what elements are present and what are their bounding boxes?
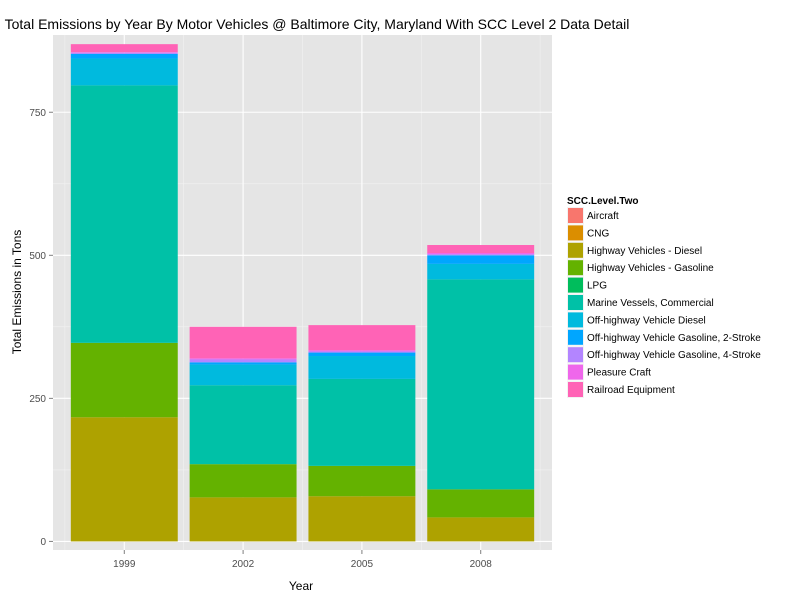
bar-segment [308, 350, 416, 352]
legend-label: Aircraft [587, 211, 619, 222]
bar-segment [308, 351, 416, 353]
legend-key [568, 347, 583, 363]
legend: SCC.Level.Two Aircraft CNG Highway Vehicle… [567, 196, 761, 398]
bar-segment [308, 352, 416, 357]
bar-segment [189, 364, 297, 386]
bar-segment [427, 489, 535, 518]
y-axis-title: Total Emissions in Tons [10, 230, 24, 355]
bar-segment [70, 417, 178, 542]
legend-label: Marine Vessels, Commercial [587, 298, 714, 309]
bar-segment [308, 378, 416, 466]
legend-label: Off-highway Vehicle Gasoline, 2-Stroke [587, 333, 761, 344]
bar-segment [427, 255, 535, 264]
bar-segment [70, 58, 178, 86]
bar-segment [189, 362, 297, 365]
bar-segment [70, 342, 178, 418]
legend-label: Pleasure Craft [587, 368, 651, 379]
bar-segment [427, 253, 535, 255]
bar-segment [427, 517, 535, 542]
y-tick-label: 750 [29, 108, 46, 119]
legend-key [568, 225, 583, 241]
bar-segment [427, 263, 535, 280]
bar-segment [308, 325, 416, 351]
legend-title: SCC.Level.Two [567, 196, 639, 207]
legend-label: Railroad Equipment [587, 385, 675, 396]
bar-segment [189, 326, 297, 359]
legend-label: LPG [587, 281, 607, 292]
legend-label: Highway Vehicles - Gasoline [587, 263, 714, 274]
legend-label: CNG [587, 228, 609, 239]
legend-key [568, 312, 583, 328]
bar-segment [70, 52, 178, 53]
bar-segment [70, 53, 178, 59]
bar-segment [427, 254, 535, 256]
bar-segment [308, 465, 416, 497]
legend-key [568, 382, 583, 397]
legend-label: Off-highway Vehicle Diesel [587, 315, 706, 326]
legend-key [568, 277, 583, 293]
x-tick-label: 2008 [470, 559, 493, 570]
bar-layer [70, 44, 535, 542]
y-tick-label: 500 [29, 251, 46, 262]
legend-key [568, 208, 583, 223]
legend-key [568, 242, 583, 258]
bar-segment [308, 496, 416, 542]
bar-segment [70, 52, 178, 54]
legend-label: Off-highway Vehicle Gasoline, 4-Stroke [587, 350, 761, 361]
bar-segment [189, 385, 297, 465]
x-axis-title: Year [289, 579, 313, 593]
legend-key [568, 260, 583, 276]
bar-segment [189, 497, 297, 542]
chart-title: Total Emissions by Year By Motor Vehicle… [5, 16, 630, 32]
bar-segment [70, 85, 178, 343]
legend-key [568, 295, 583, 310]
y-tick-label: 250 [29, 394, 46, 405]
bar-segment [70, 44, 178, 53]
bar-segment [189, 358, 297, 360]
legend-label: Highway Vehicles - Diesel [587, 246, 702, 257]
bar-segment [189, 359, 297, 363]
x-tick-label: 2005 [351, 559, 374, 570]
legend-key [568, 364, 583, 380]
x-tick-label: 1999 [113, 559, 136, 570]
bar-segment [189, 464, 297, 498]
bar-segment [308, 356, 416, 379]
y-tick-label: 0 [40, 537, 46, 548]
legend-key [568, 329, 583, 345]
axis-layer: 0 250 500 750 1999 2002 2005 2008 [29, 108, 492, 570]
bar-segment [427, 279, 535, 490]
x-tick-label: 2002 [232, 559, 255, 570]
bar-segment [427, 245, 535, 254]
